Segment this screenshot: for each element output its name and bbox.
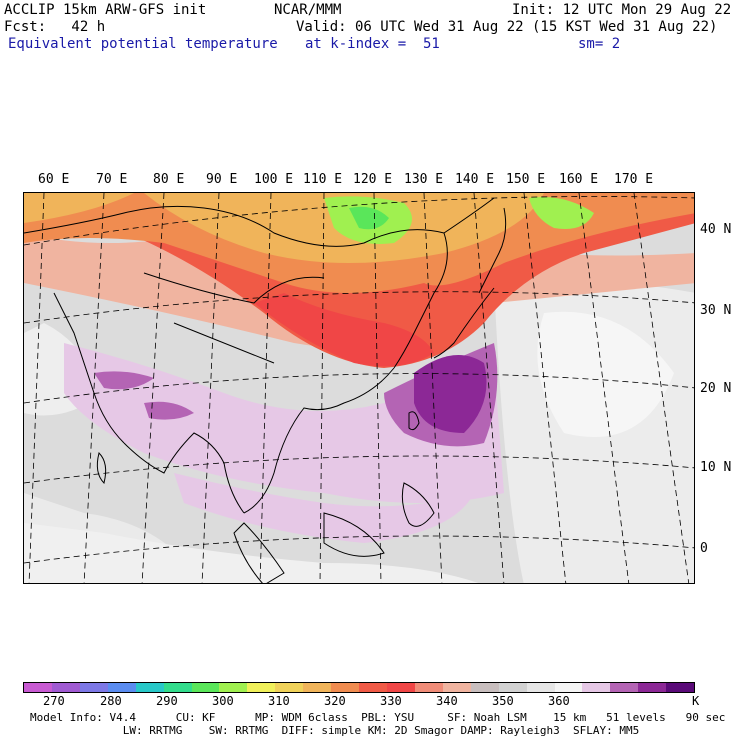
lon-label: 90 E [206, 172, 238, 187]
lat-label: 0 [700, 541, 708, 556]
map-panel [23, 192, 695, 584]
lon-label: 120 E [353, 172, 393, 187]
lon-label: 160 E [559, 172, 599, 187]
organization-label: NCAR/MMM [274, 2, 342, 18]
colorbar-swatch [24, 683, 52, 692]
colorbar-tick-label: 350 [492, 694, 514, 708]
forecast-hour: Fcst: 42 h [4, 19, 106, 35]
init-time: Init: 12 UTC Mon 29 Aug 22 [512, 2, 732, 18]
model-info-line-2: LW: RRTMG SW: RRTMG DIFF: simple KM: 2D … [30, 724, 640, 737]
lon-label: 80 E [153, 172, 185, 187]
lon-label: 130 E [404, 172, 444, 187]
colorbar-swatch [219, 683, 248, 692]
colorbar-tick-label: 280 [100, 694, 122, 708]
colorbar-swatch [414, 683, 443, 692]
smoothing-label: sm= 2 [578, 36, 621, 52]
lat-label: 10 N [700, 460, 732, 475]
lon-label: 140 E [455, 172, 495, 187]
colorbar-tick-label: 310 [268, 694, 290, 708]
level-label: at k-index = 51 [305, 36, 440, 52]
colorbar-swatch [247, 683, 276, 692]
colorbar-swatch [79, 683, 108, 692]
colorbar-swatch [163, 683, 192, 692]
colorbar-swatch [303, 683, 332, 692]
colorbar-swatch [582, 683, 611, 692]
lon-label: 70 E [96, 172, 128, 187]
colorbar-swatch [51, 683, 80, 692]
lon-label: 60 E [38, 172, 70, 187]
colorbar-swatch [666, 683, 695, 692]
lon-label: 150 E [506, 172, 546, 187]
colorbar-tick-label: 320 [324, 694, 346, 708]
colorbar-swatch [191, 683, 220, 692]
colorbar-swatch [610, 683, 639, 692]
colorbar-swatch [386, 683, 415, 692]
colorbar-unit: K [692, 694, 700, 708]
model-title: ACCLIP 15km ARW-GFS init [4, 2, 207, 18]
colorbar-swatch [359, 683, 387, 692]
colorbar-tick-label: 330 [380, 694, 402, 708]
colorbar-swatch [135, 683, 164, 692]
field-name: Equivalent potential temperature [8, 36, 278, 52]
colorbar-swatch [638, 683, 667, 692]
lon-label: 170 E [614, 172, 654, 187]
colorbar-tick-label: 270 [43, 694, 65, 708]
lon-label: 100 E [254, 172, 294, 187]
model-info-line-1: Model Info: V4.4 CU: KF MP: WDM 6class P… [30, 711, 726, 724]
colorbar-tick-label: 340 [436, 694, 458, 708]
longitude-labels: 60 E 70 E 80 E 90 E 100 E 110 E 120 E 13… [0, 172, 740, 190]
lat-label: 30 N [700, 303, 732, 318]
lat-label: 20 N [700, 381, 732, 396]
theta-e-field [24, 193, 694, 583]
colorbar-swatch [470, 683, 499, 692]
colorbar-swatch [107, 683, 136, 692]
valid-time: Valid: 06 UTC Wed 31 Aug 22 (15 KST Wed … [296, 19, 718, 35]
colorbar-tick-label: 290 [156, 694, 178, 708]
colorbar-swatch [498, 683, 527, 692]
colorbar-tick-label: 300 [212, 694, 234, 708]
colorbar-swatch [331, 683, 360, 692]
lat-label: 40 N [700, 222, 732, 237]
colorbar-tick-label: 360 [548, 694, 570, 708]
lon-label: 110 E [303, 172, 343, 187]
colorbar-swatch [526, 683, 555, 692]
colorbar-swatch [275, 683, 304, 692]
colorbar-swatch [554, 683, 583, 692]
colorbar-swatch [442, 683, 471, 692]
colorbar [23, 682, 695, 693]
